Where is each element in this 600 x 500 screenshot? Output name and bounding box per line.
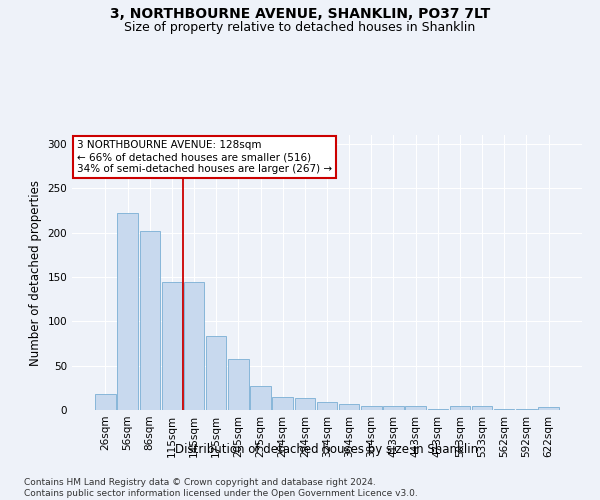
Bar: [450, 406, 470, 410]
Bar: [494, 409, 514, 410]
Bar: [140, 231, 160, 410]
Bar: [383, 406, 404, 410]
Bar: [295, 398, 315, 410]
Bar: [538, 408, 559, 410]
Bar: [272, 396, 293, 410]
Bar: [428, 409, 448, 410]
Bar: [184, 282, 204, 410]
Bar: [472, 406, 493, 410]
Bar: [406, 406, 426, 410]
Bar: [516, 409, 536, 410]
Text: 3, NORTHBOURNE AVENUE, SHANKLIN, PO37 7LT: 3, NORTHBOURNE AVENUE, SHANKLIN, PO37 7L…: [110, 8, 490, 22]
Text: Size of property relative to detached houses in Shanklin: Size of property relative to detached ho…: [124, 21, 476, 34]
Text: Distribution of detached houses by size in Shanklin: Distribution of detached houses by size …: [175, 442, 479, 456]
Bar: [339, 404, 359, 410]
Bar: [361, 406, 382, 410]
Y-axis label: Number of detached properties: Number of detached properties: [29, 180, 42, 366]
Bar: [161, 282, 182, 410]
Bar: [250, 386, 271, 410]
Bar: [317, 402, 337, 410]
Bar: [206, 336, 226, 410]
Text: Contains HM Land Registry data © Crown copyright and database right 2024.
Contai: Contains HM Land Registry data © Crown c…: [24, 478, 418, 498]
Bar: [118, 213, 138, 410]
Bar: [228, 360, 248, 410]
Bar: [95, 394, 116, 410]
Text: 3 NORTHBOURNE AVENUE: 128sqm
← 66% of detached houses are smaller (516)
34% of s: 3 NORTHBOURNE AVENUE: 128sqm ← 66% of de…: [77, 140, 332, 173]
